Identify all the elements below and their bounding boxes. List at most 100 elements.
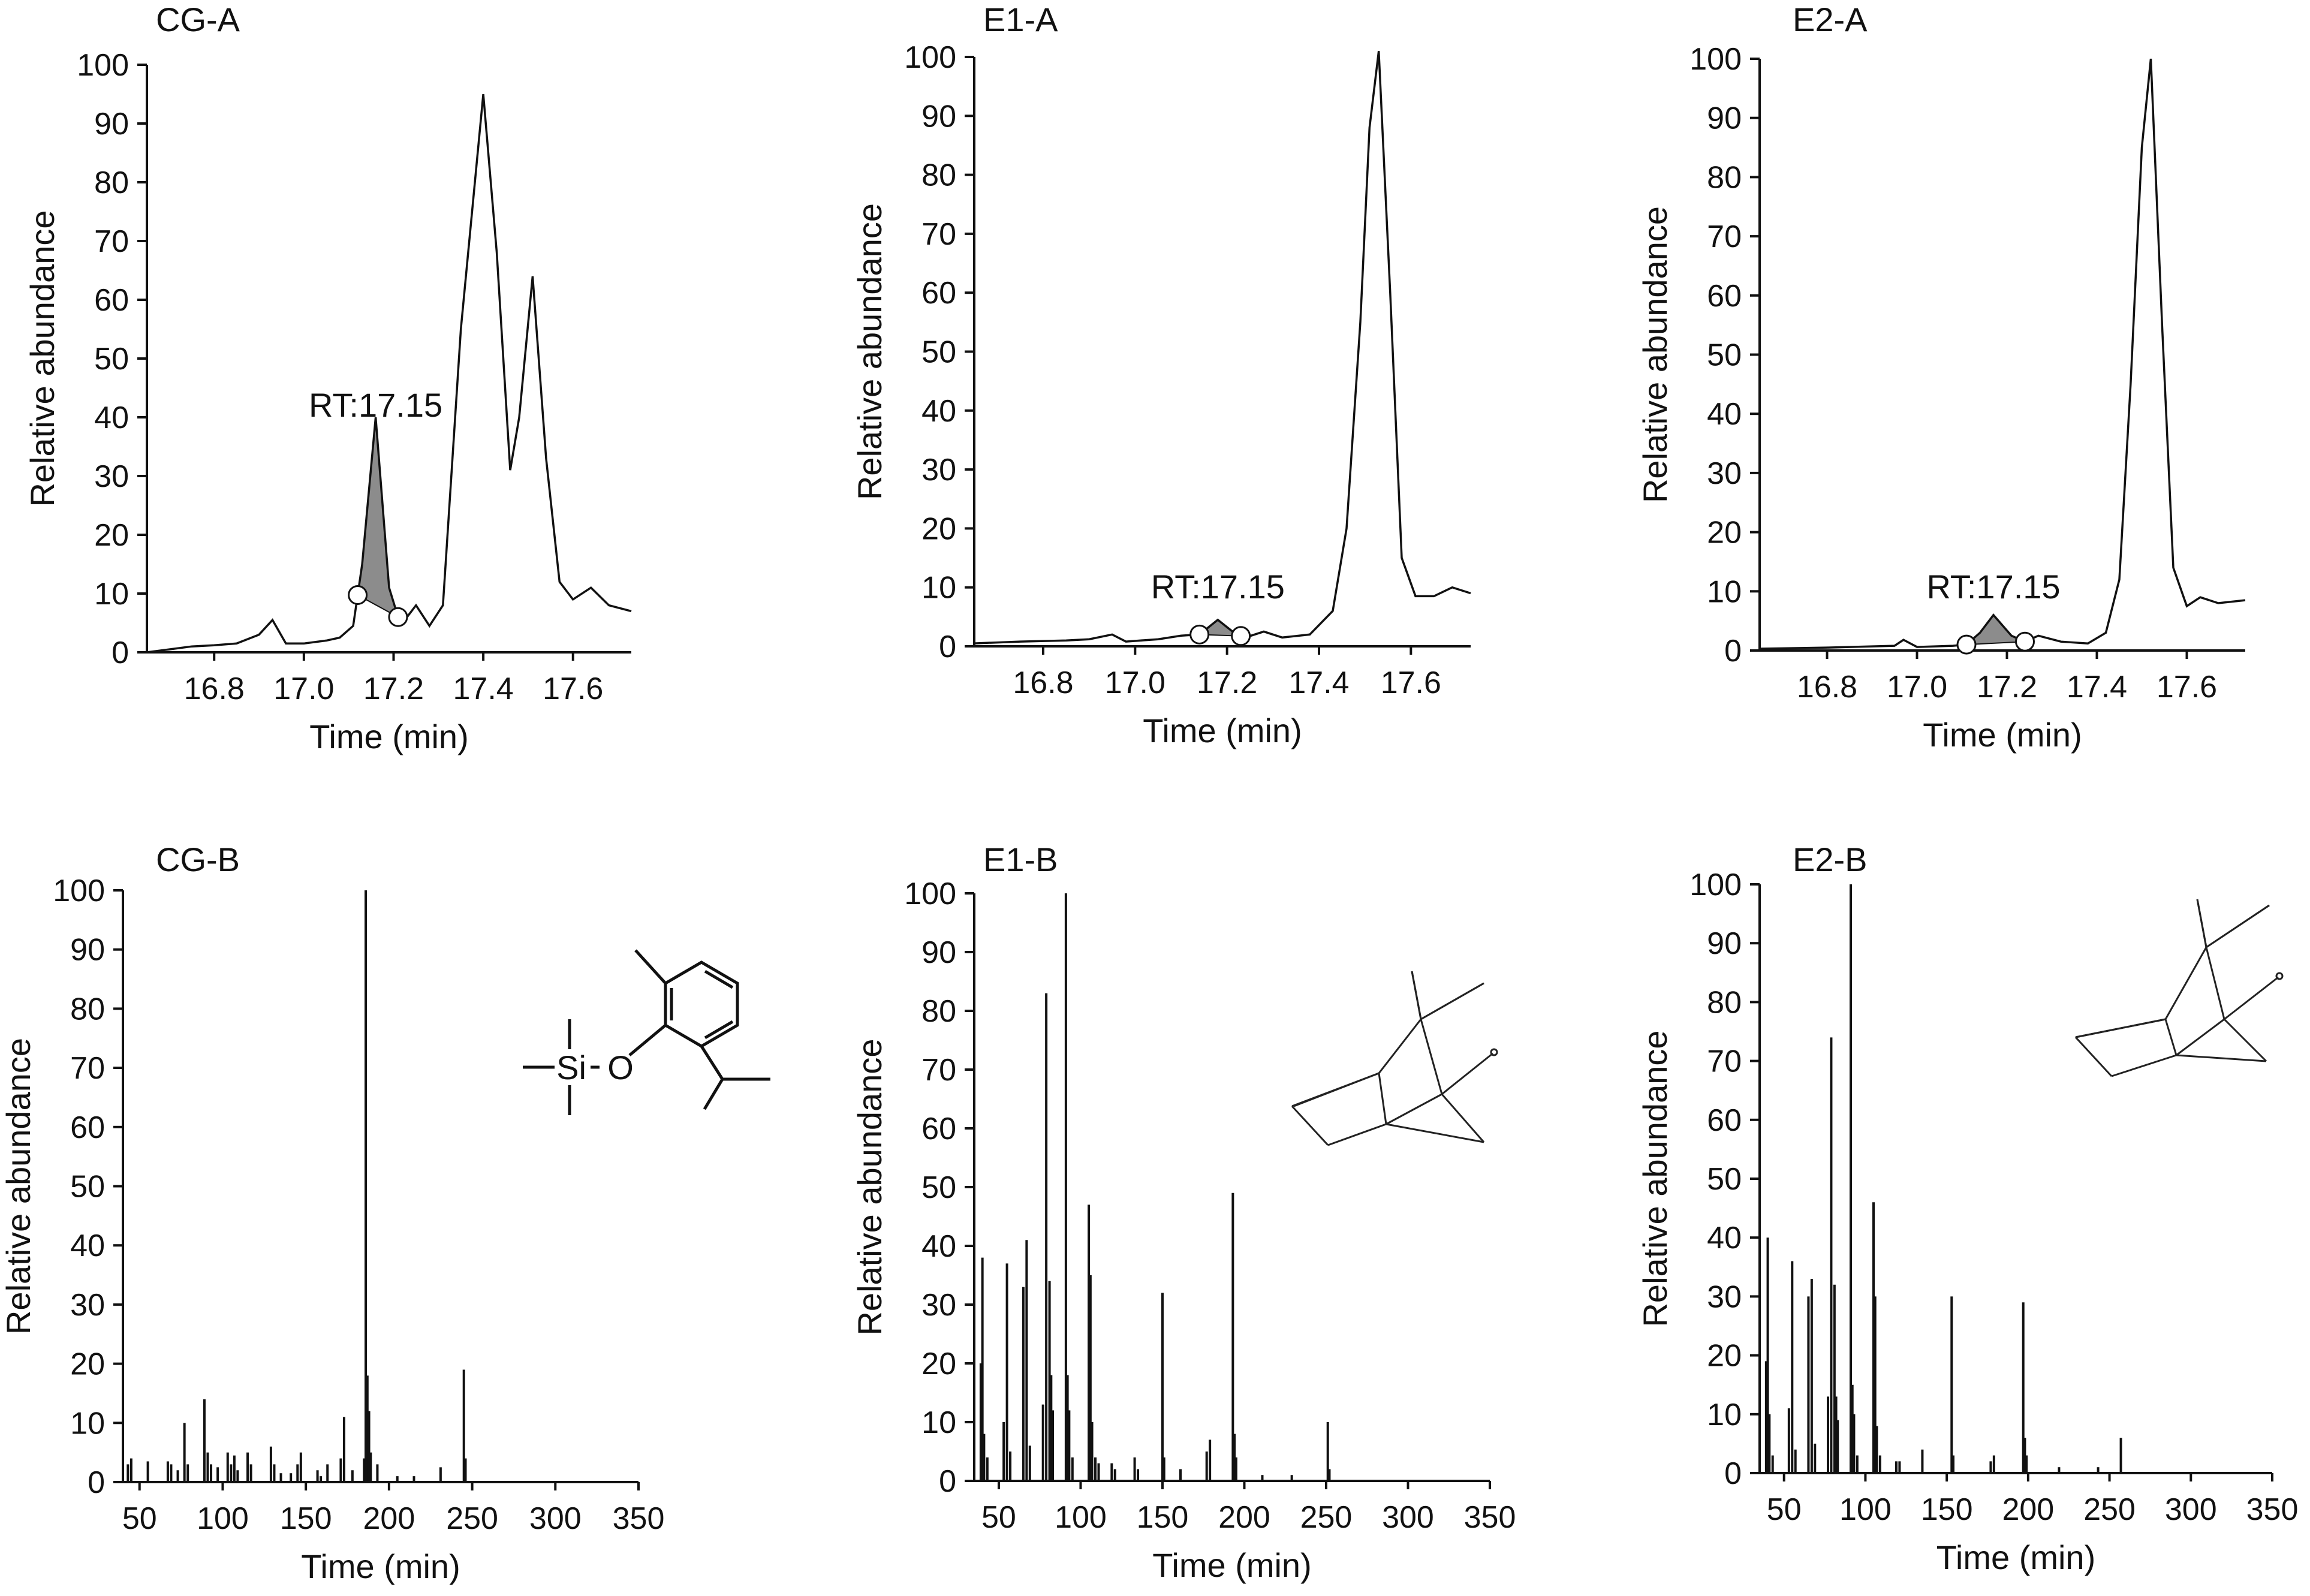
axis-lines [122,890,639,1483]
x-tick-label: 17.2 [363,671,424,706]
peak-boundary-marker [388,607,408,627]
panel-cg-a: CG-A 0 10 20 30 40 50 60 70 80 90 100 16.8 17.0 17.2 17… [23,1,632,755]
y-tick-label: 80 [94,165,129,200]
x-axis-title: Time (min) [309,718,468,755]
x-tick-label: 250 [2083,1492,2136,1527]
x-tick-label: 350 [2246,1492,2299,1527]
x-tick-label: 50 [1767,1492,1802,1527]
x-tick-label: 300 [529,1501,582,1536]
y-tick-label: 10 [1707,574,1742,609]
retention-time-label: RT:17.15 [309,386,442,424]
y-tick-label: 50 [921,335,956,370]
y-tick-label: 10 [94,577,129,612]
y-tick-label: 20 [921,511,956,546]
y-tick-label: 0 [939,630,956,664]
y-axis-title: Relative abundance [0,1038,37,1335]
panel-title: E1-A [983,1,1058,38]
y-tick-label: 60 [1707,279,1742,314]
x-tick-label: 17.4 [453,671,514,706]
x-tick-label: 16.8 [1013,665,1073,700]
y-tick-label: 30 [1707,1279,1742,1314]
panel-title: CG-B [156,841,240,878]
y-tick-label: 50 [1707,1162,1742,1197]
chromatogram-trace [974,50,1471,645]
y-tick-label: 30 [94,459,129,494]
axis-lines [1758,884,2272,1474]
y-tick-label: 50 [94,342,129,377]
y-tick-label: 20 [94,518,129,553]
y-tick-label: 60 [1707,1103,1742,1138]
panel-cg-b: O Si CG-B 0 10 20 30 40 50 60 70 80 90 100 50 100 150 20… [0,841,770,1585]
y-axis-title: Relative abundance [1636,206,1674,503]
panel-e1-b: E1-B 0 10 20 30 40 50 60 70 80 90 100 50 100 150 200 250… [851,841,1516,1584]
y-tick-label: 10 [1707,1398,1742,1432]
structure-atom-label: O [607,1049,634,1086]
y-tick-label: 60 [70,1110,105,1145]
y-tick-label: 20 [70,1347,105,1382]
x-tick-label: 150 [1921,1492,1973,1527]
y-axis-title: Relative abundance [1636,1030,1674,1327]
x-tick-label: 17.6 [1381,665,1441,700]
structure-bicyclic-wireframe-e2 [2074,899,2284,1077]
y-tick-label: 30 [70,1288,105,1323]
panel-e1-a: E1-A 0 10 20 30 40 50 60 70 80 90 100 16.8 17.0 17.2 17… [851,1,1471,749]
x-tick-label: 200 [363,1501,415,1536]
y-tick-label: 10 [70,1406,105,1441]
x-tick-label: 250 [1300,1500,1353,1535]
y-tick-label: 70 [1707,1044,1742,1079]
y-tick-label: 80 [921,158,956,193]
x-tick-label: 17.0 [1105,665,1165,700]
y-axis-title: Relative abundance [851,203,889,500]
panel-e2-b: E2-B 0 10 20 30 40 50 60 70 80 90 100 50 100 150 200 250… [1636,841,2298,1576]
x-tick-label: 200 [1218,1500,1270,1535]
x-tick-label: 16.8 [1797,670,1857,704]
x-tick-label: 250 [446,1501,498,1536]
y-tick-label: 40 [1707,1221,1742,1255]
x-tick-label: 17.6 [2157,670,2217,704]
x-tick-label: 17.6 [543,671,603,706]
y-axis-title: Relative abundance [851,1038,889,1335]
x-tick-label: 350 [613,1501,665,1536]
y-tick-label: 20 [1707,1339,1742,1374]
peak-boundary-marker [1956,634,1977,655]
x-tick-label: 17.0 [1887,670,1947,704]
x-axis-title: Time (min) [1143,712,1302,749]
x-tick-label: 350 [1464,1500,1516,1535]
x-axis-title: Time (min) [1923,716,2082,754]
panel-title: E2-B [1793,841,1868,878]
y-tick-label: 50 [921,1170,956,1205]
y-tick-label: 10 [921,571,956,606]
chromatogram-trace [146,94,632,654]
y-tick-label: 80 [921,994,956,1029]
y-tick-label: 90 [1707,101,1742,136]
x-axis-title: Time (min) [301,1547,460,1585]
y-tick-label: 30 [1707,456,1742,491]
y-tick-label: 60 [921,1112,956,1146]
y-tick-label: 100 [77,48,129,83]
panel-e2-a: E2-A 0 10 20 30 40 50 60 70 80 90 100 16.8 17.0 17.2 17… [1636,1,2246,754]
x-tick-label: 300 [1382,1500,1434,1535]
y-tick-label: 90 [94,107,129,141]
x-tick-label: 300 [2165,1492,2217,1527]
x-tick-label: 200 [2002,1492,2054,1527]
x-tick-label: 100 [197,1501,249,1536]
axis-lines [973,57,1471,648]
y-tick-label: 70 [1707,219,1742,254]
y-tick-label: 60 [94,283,129,318]
x-tick-label: 17.4 [2067,670,2127,704]
structure-bicyclic-wireframe-e1 [1291,971,1498,1146]
peak-boundary-marker [1189,624,1210,645]
y-tick-label: 20 [1707,516,1742,550]
y-tick-label: 50 [70,1170,105,1204]
x-tick-label: 100 [1055,1500,1107,1535]
y-tick-label: 90 [70,933,105,968]
x-tick-label: 100 [1839,1492,1892,1527]
peak-boundary-marker [348,585,368,605]
y-tick-label: 0 [939,1464,956,1499]
peak-boundary-marker [2015,631,2035,652]
y-tick-label: 0 [1724,634,1742,668]
x-tick-label: 16.8 [184,671,245,706]
y-tick-label: 40 [94,400,129,435]
x-tick-label: 50 [981,1500,1016,1535]
